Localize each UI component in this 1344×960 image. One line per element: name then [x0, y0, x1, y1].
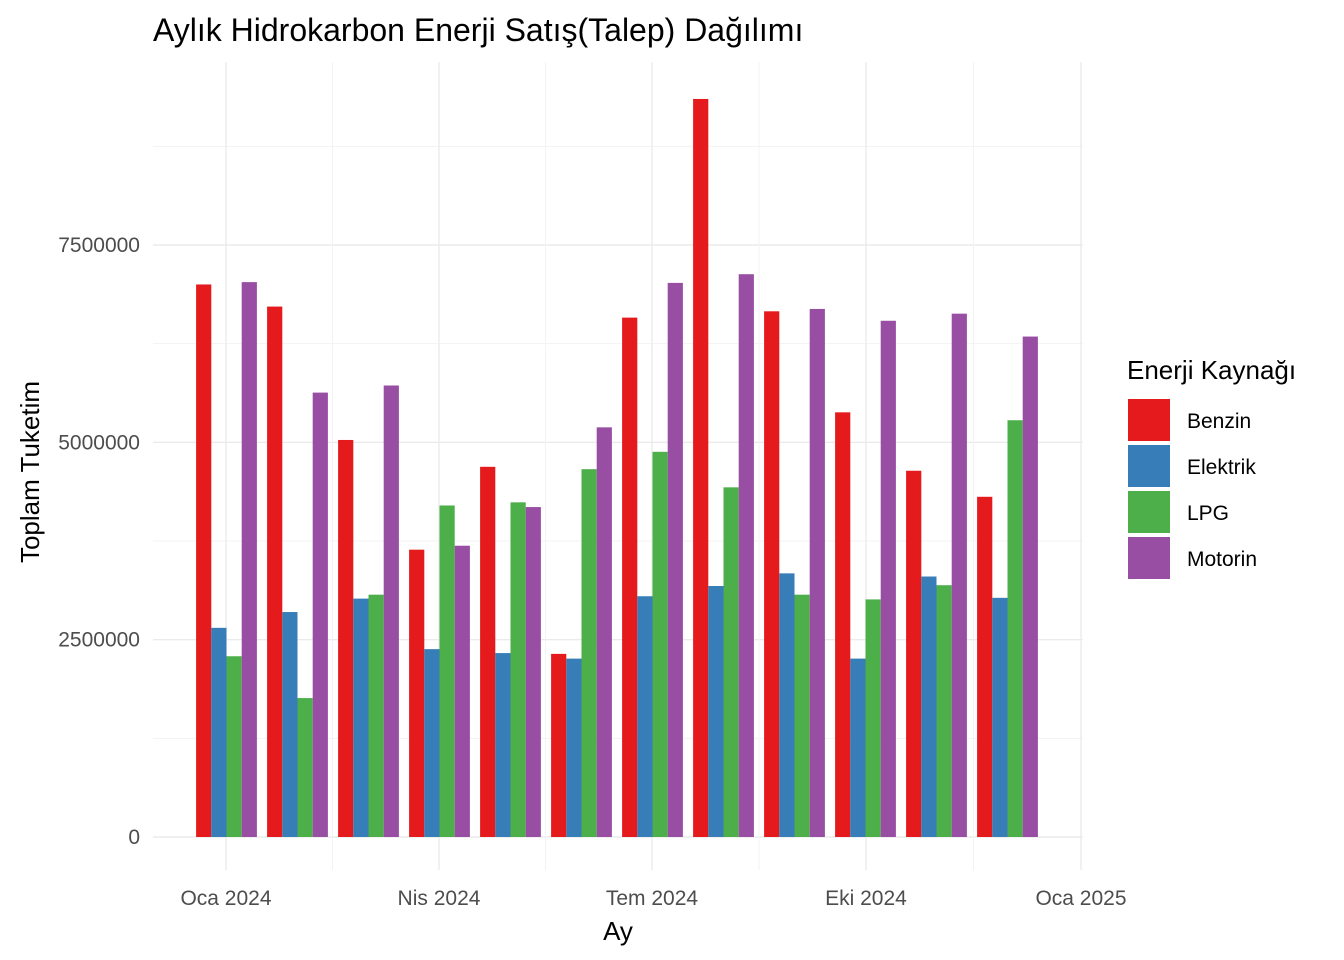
bar-lpg-2024-05	[510, 502, 526, 837]
x-tick-label: Oca 2025	[1035, 887, 1126, 910]
bar-lpg-2024-08	[723, 487, 739, 837]
bar-elektrik-2024-10	[850, 658, 866, 837]
bar-elektrik-2024-01	[211, 627, 227, 837]
bar-lpg-2024-12	[1007, 420, 1023, 837]
legend-swatch-elektrik	[1128, 445, 1170, 487]
legend-swatch-benzin	[1128, 399, 1170, 441]
bar-elektrik-2024-07	[637, 596, 653, 837]
legend-swatch-motorin	[1128, 537, 1170, 579]
bar-motorin-2024-03	[383, 385, 399, 837]
y-axis-ticks: 0 2500000 5000000 7500000	[58, 234, 140, 849]
bar-motorin-2024-08	[738, 274, 754, 837]
bar-lpg-2024-11	[936, 585, 952, 837]
bar-benzin-2024-04	[409, 549, 425, 837]
bar-elektrik-2024-12	[992, 597, 1008, 837]
legend-label-elektrik: Elektrik	[1187, 456, 1256, 479]
bar-lpg-2024-09	[794, 594, 810, 837]
bar-lpg-2024-07	[652, 451, 668, 837]
legend-label-motorin: Motorin	[1187, 548, 1257, 571]
legend-label-lpg: LPG	[1187, 502, 1229, 525]
legend-label-benzin: Benzin	[1187, 410, 1251, 433]
y-tick-label: 0	[128, 826, 140, 849]
x-tick-label: Tem 2024	[606, 887, 699, 910]
bar-benzin-2024-08	[693, 98, 709, 838]
bar-lpg-2024-10	[865, 599, 881, 837]
bar-motorin-2024-07	[667, 282, 683, 837]
bar-elektrik-2024-05	[495, 653, 511, 837]
y-tick-label: 7500000	[58, 234, 140, 257]
y-axis-title: Toplam Tuketim	[15, 381, 45, 563]
bar-motorin-2024-04	[454, 545, 470, 837]
bar-benzin-2024-02	[267, 306, 283, 837]
legend: Enerji Kaynağı Benzin Elektrik LPG Motorin	[1127, 355, 1296, 579]
bar-elektrik-2024-04	[424, 649, 440, 837]
bar-motorin-2024-09	[809, 308, 825, 837]
bar-motorin-2024-12	[1022, 336, 1038, 837]
bar-motorin-2024-01	[241, 282, 257, 838]
bar-elektrik-2024-08	[708, 585, 724, 837]
bar-motorin-2024-06	[596, 427, 612, 837]
x-tick-label: Eki 2024	[825, 887, 907, 910]
x-tick-label: Nis 2024	[398, 887, 481, 910]
bar-lpg-2024-04	[439, 505, 455, 837]
bar-benzin-2024-01	[196, 284, 212, 837]
bar-motorin-2024-02	[312, 392, 328, 837]
bar-elektrik-2024-06	[566, 658, 582, 837]
y-tick-label: 5000000	[58, 431, 140, 454]
bar-benzin-2024-12	[977, 496, 993, 837]
bar-elektrik-2024-02	[282, 612, 298, 837]
bar-motorin-2024-10	[880, 320, 896, 837]
bar-motorin-2024-11	[951, 313, 967, 837]
y-tick-label: 2500000	[58, 629, 140, 652]
bar-benzin-2024-05	[480, 466, 496, 837]
bar-elektrik-2024-11	[921, 576, 937, 837]
bar-benzin-2024-09	[764, 311, 780, 838]
legend-title: Enerji Kaynağı	[1127, 355, 1296, 385]
bar-benzin-2024-11	[906, 470, 922, 837]
bar-benzin-2024-03	[338, 439, 354, 837]
bar-benzin-2024-10	[835, 412, 851, 837]
chart-title: Aylık Hidrokarbon Enerji Satış(Talep) Da…	[153, 12, 803, 48]
bar-lpg-2024-02	[297, 698, 313, 837]
bar-elektrik-2024-03	[353, 598, 369, 837]
bar-benzin-2024-07	[622, 317, 638, 837]
bar-lpg-2024-06	[581, 469, 597, 837]
x-tick-label: Oca 2024	[180, 887, 271, 910]
bar-benzin-2024-06	[551, 653, 567, 837]
bar-elektrik-2024-09	[779, 573, 795, 837]
bar-motorin-2024-05	[525, 507, 541, 837]
x-axis-title: Ay	[603, 916, 633, 946]
bars	[196, 98, 1038, 838]
x-axis-ticks: Oca 2024 Nis 2024 Tem 2024 Eki 2024 Oca 2025	[180, 887, 1126, 910]
legend-swatch-lpg	[1128, 491, 1170, 533]
bar-lpg-2024-03	[368, 594, 384, 837]
bar-lpg-2024-01	[226, 656, 242, 837]
